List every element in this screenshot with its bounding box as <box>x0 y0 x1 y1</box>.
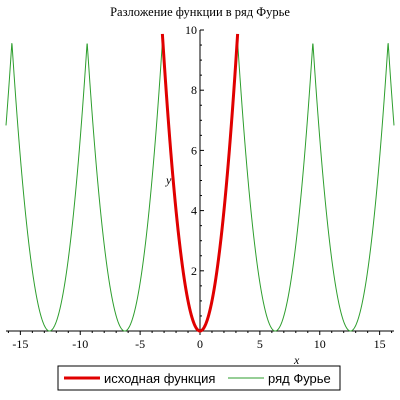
ticks: -15 -10 -5 0 5 10 15 2 4 6 8 10 <box>7 23 393 351</box>
chart-title: Разложение функции в ряд Фурье <box>110 5 290 19</box>
legend-box <box>57 365 341 391</box>
y-axis-label: y <box>165 173 172 187</box>
y-tick-label: 8 <box>191 83 197 97</box>
y-tick-label: 4 <box>191 204 197 218</box>
y-tick-label: 10 <box>185 23 197 37</box>
y-tick-label: 2 <box>191 264 197 278</box>
legend: исходная функция ряд Фурье <box>57 365 341 391</box>
x-tick-label: 15 <box>374 337 386 351</box>
x-axis-label: x <box>293 353 300 367</box>
x-tick-label: 0 <box>197 337 203 351</box>
series-line-original <box>160 33 240 333</box>
x-tick-label: -5 <box>135 337 145 351</box>
y-tick-label: 6 <box>191 143 197 157</box>
x-tick-label: 5 <box>257 337 263 351</box>
x-tick-label: 10 <box>314 337 326 351</box>
legend-label-original: исходная функция <box>104 371 215 386</box>
x-tick-label: -15 <box>12 337 28 351</box>
legend-label-fourier: ряд Фурье <box>268 371 331 386</box>
x-tick-label: -10 <box>72 337 88 351</box>
